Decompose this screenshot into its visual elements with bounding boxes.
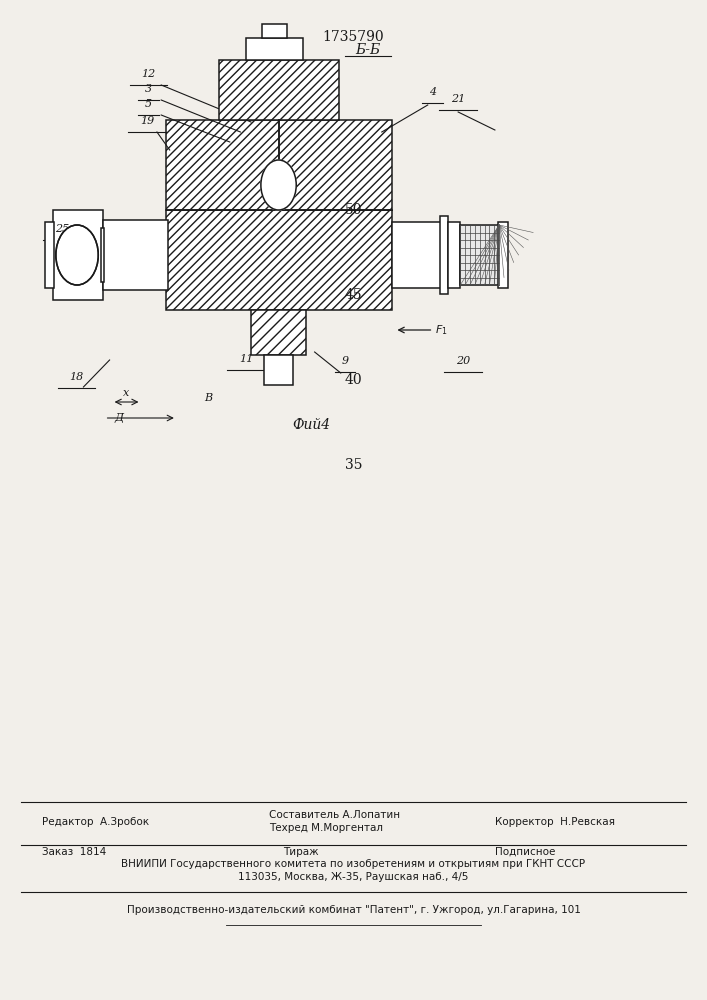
Bar xyxy=(246,38,303,60)
Text: 5: 5 xyxy=(145,99,152,109)
Text: ВНИИПИ Государственного комитета по изобретениям и открытиям при ГКНТ СССР: ВНИИПИ Государственного комитета по изоб… xyxy=(122,859,585,869)
Bar xyxy=(264,355,293,385)
Bar xyxy=(251,310,306,355)
Text: 45: 45 xyxy=(345,288,362,302)
Text: Производственно-издательский комбинат "Патент", г. Ужгород, ул.Гагарина, 101: Производственно-издательский комбинат "П… xyxy=(127,905,580,915)
Text: Фий4: Фий4 xyxy=(292,418,330,432)
Text: 11: 11 xyxy=(239,354,253,364)
Text: 113035, Москва, Ж-35, Раушская наб., 4/5: 113035, Москва, Ж-35, Раушская наб., 4/5 xyxy=(238,872,469,882)
Text: Д: Д xyxy=(115,413,123,423)
Text: Тираж: Тираж xyxy=(283,847,318,857)
Text: 25: 25 xyxy=(55,224,69,234)
Text: 3: 3 xyxy=(145,84,152,94)
Text: 40: 40 xyxy=(345,373,362,387)
Bar xyxy=(219,60,339,120)
Text: 21: 21 xyxy=(451,94,465,104)
Bar xyxy=(45,222,54,288)
Bar xyxy=(392,222,442,288)
Bar xyxy=(53,210,103,300)
Text: 4: 4 xyxy=(429,87,436,97)
Text: Редактор  А.Зробок: Редактор А.Зробок xyxy=(42,817,150,827)
Circle shape xyxy=(261,160,296,210)
Text: 9: 9 xyxy=(341,356,349,366)
Text: Б-Б: Б-Б xyxy=(355,43,380,57)
Bar xyxy=(166,120,392,210)
Bar xyxy=(103,220,168,290)
Text: В: В xyxy=(204,393,213,403)
Circle shape xyxy=(57,226,98,284)
Bar xyxy=(166,210,392,310)
Text: 18: 18 xyxy=(69,372,83,382)
Text: $F_1$: $F_1$ xyxy=(435,323,448,337)
Bar xyxy=(440,216,448,294)
Text: 20: 20 xyxy=(456,356,470,366)
Bar xyxy=(460,225,499,285)
Text: Подписное: Подписное xyxy=(495,847,555,857)
Text: 50: 50 xyxy=(345,203,362,217)
Bar xyxy=(262,24,287,38)
Text: x: x xyxy=(123,388,129,398)
Text: Заказ  1814: Заказ 1814 xyxy=(42,847,107,857)
Bar xyxy=(498,222,508,288)
Text: 1735790: 1735790 xyxy=(322,30,385,44)
Bar xyxy=(101,228,104,282)
Text: Составитель А.Лопатин: Составитель А.Лопатин xyxy=(269,810,399,820)
Text: Корректор  Н.Ревская: Корректор Н.Ревская xyxy=(495,817,615,827)
Text: Техред М.Моргентал: Техред М.Моргентал xyxy=(269,823,382,833)
Text: 12: 12 xyxy=(141,69,156,79)
Text: 35: 35 xyxy=(345,458,362,472)
Bar xyxy=(448,222,460,288)
Text: 19: 19 xyxy=(140,116,154,126)
